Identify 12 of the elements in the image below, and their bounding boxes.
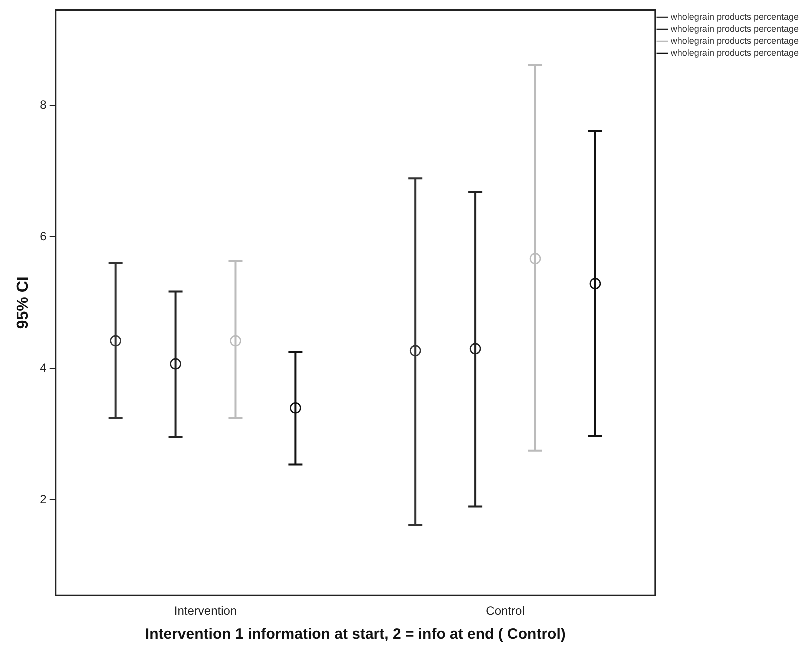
legend-label: wholegrain products percentage (670, 24, 800, 34)
legend-label: wholegrain products percentage (670, 36, 800, 46)
legend-label: wholegrain products percentage (670, 48, 800, 58)
x-tick-label: Control (486, 604, 525, 618)
legend-label: wholegrain products percentage (670, 12, 800, 22)
y-tick-label: 8 (40, 98, 48, 112)
y-axis-title: 95% CI (15, 276, 32, 330)
y-tick-label: 2 (40, 492, 48, 507)
y-tick-label: 6 (40, 229, 48, 244)
x-axis-title: Intervention 1 information at start, 2 = info at end ( Control) (145, 626, 566, 644)
y-tick-label: 4 (40, 360, 48, 375)
x-tick-label: Intervention (174, 604, 238, 618)
